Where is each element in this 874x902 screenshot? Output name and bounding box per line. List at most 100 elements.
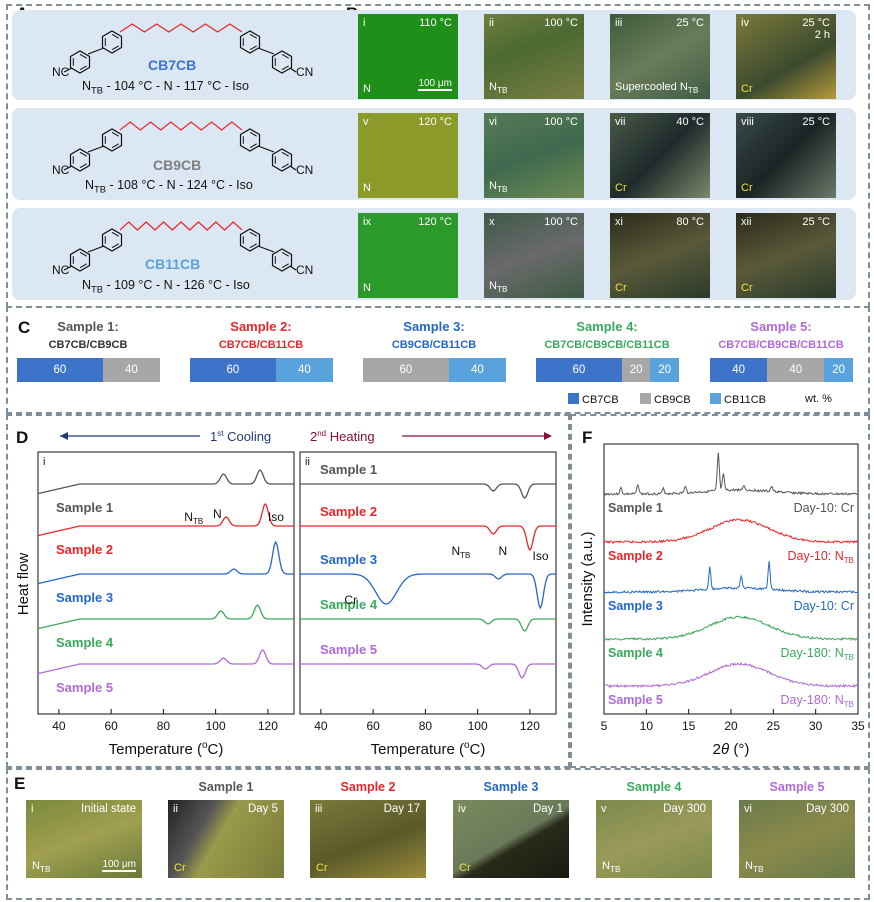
cyano-label: CN [296, 163, 313, 177]
micrograph-day: Day 5 [247, 803, 278, 815]
micrograph-index: i [363, 17, 366, 29]
micrograph-temp: 100 °C [544, 116, 578, 128]
series-label: Sample 1 [56, 500, 113, 515]
micrograph-phase: Cr [741, 182, 753, 194]
series-label: Sample 2 [320, 504, 377, 519]
x-tick-label: 60 [104, 719, 118, 733]
micrograph-phase: Cr [741, 83, 753, 95]
composition-segment-cb9cb: 20 [621, 358, 651, 382]
annot-ntb: NTB [184, 510, 203, 526]
aging-sample-title: Sample 5 [769, 780, 825, 794]
mol-name-cb11cb: CB11CB [145, 256, 201, 272]
micrograph-phase: Cr [316, 862, 328, 874]
heating-arrow [402, 432, 552, 440]
micrograph-day: Day 300 [806, 803, 849, 815]
micrograph-temp: 120 °C [418, 116, 452, 128]
micrograph-phase: NTB [32, 859, 51, 874]
sample-composition: CB9CB/CB11CB [391, 339, 477, 351]
aging-micrograph-iii: iii Day 17 Cr [310, 800, 426, 878]
micrograph-phase: NTB [489, 80, 508, 95]
ring-double-bond [281, 53, 289, 59]
micrograph-index: vi [489, 116, 497, 128]
bond [87, 145, 105, 153]
ring-double-bond [79, 65, 87, 71]
sample-composition: CB7CB/CB11CB [218, 339, 304, 351]
micrograph-phase: N [363, 83, 371, 95]
x-tick-label: 60 [366, 719, 380, 733]
dsc-trace-4 [300, 618, 556, 632]
micrograph-index: xi [615, 216, 623, 228]
micrograph-temp: 100 °C [544, 17, 578, 29]
bond [63, 265, 73, 271]
benzene-ring [101, 228, 123, 252]
micrograph-index: v [363, 116, 369, 128]
aging-sample-title: Sample 4 [626, 780, 682, 794]
series-label: Sample 3 [56, 590, 113, 605]
micrograph-phase: Cr [741, 282, 753, 294]
aging-micrograph-iv: iv Day 1 Cr [453, 800, 569, 878]
x-tick-label: 40 [314, 719, 328, 733]
series-label: Sample 2 [608, 549, 663, 563]
x-tick-label: 20 [724, 719, 738, 733]
x-tick-label: 25 [767, 719, 781, 733]
cyano-label: NC [52, 163, 70, 177]
micrograph-iv: iv 25 °C 2 h Cr [736, 14, 836, 99]
x-axis-label: Temperature (oC) [109, 740, 224, 758]
ring-double-bond [111, 45, 119, 51]
panel-c-frame [6, 306, 870, 414]
series-label: Sample 1 [608, 501, 663, 515]
composition-segment-cb7cb: 60 [190, 358, 276, 382]
mol-name-cb7cb: CB7CB [148, 57, 197, 73]
composition-bar: 60 40 [17, 358, 160, 382]
micrograph-temp: 110 °C [419, 17, 452, 29]
annot-ntb: NTB [452, 544, 471, 560]
micrograph-phase: NTB [489, 179, 508, 194]
micrograph-xii: xii 25 °C Cr [736, 213, 836, 298]
micrograph-phase: Cr [615, 282, 627, 294]
micrograph-phase: Cr [615, 182, 627, 194]
ring-double-bond [249, 231, 257, 237]
alkyl-spacer [119, 23, 243, 33]
ring-double-bond [111, 33, 119, 39]
bond [87, 47, 105, 55]
micrograph-index: vi [744, 803, 752, 815]
micrograph-phase: Cr [459, 862, 471, 874]
series-note: Day-10: Cr [794, 599, 854, 613]
micrograph-ix: ix 120 °C N [358, 213, 458, 298]
micrograph-index: v [601, 803, 607, 815]
panel-f-frame [570, 414, 870, 768]
micrograph-index: iv [741, 17, 749, 29]
x-tick-label: 100 [206, 719, 226, 733]
bond [87, 245, 105, 253]
bond [289, 265, 297, 271]
series-note: Day-180: NTB [781, 693, 854, 709]
xrd-trace-2 [603, 518, 858, 545]
sample-composition: CB7CB/CB9CB/CB11CB [718, 339, 844, 351]
series-label: Sample 2 [56, 542, 113, 557]
composition-bar: 60 20 20 [536, 358, 679, 382]
bond [257, 145, 275, 153]
cyano-label: CN [296, 65, 313, 79]
x-tick-label: 5 [601, 719, 608, 733]
plot-frame [603, 443, 859, 715]
aging-micrograph-vi: vi Day 300 NTB [739, 800, 855, 878]
panel-label-f: F [582, 428, 593, 447]
micrograph-temp: 100 °C [544, 216, 578, 228]
micrograph-index: viii [741, 116, 754, 128]
aging-micrograph-v: v Day 300 NTB [596, 800, 712, 878]
panel-e-frame [6, 768, 870, 900]
micrograph-day: Day 1 [532, 803, 563, 815]
dsc-trace-2 [37, 502, 294, 537]
x-tick-label: 35 [851, 719, 865, 733]
bond [63, 67, 73, 73]
series-note: Day-10: Cr [794, 501, 854, 515]
composition-bar: 40 40 20 [710, 358, 853, 382]
micrograph-phase: Supercooled NTB [615, 80, 699, 95]
cyano-label: NC [52, 65, 70, 79]
ring-double-bond [281, 65, 289, 71]
micrograph-viii: viii 25 °C Cr [736, 113, 836, 198]
ring-double-bond [111, 131, 119, 137]
molecule-structures: NC CN NC CN NC CN [52, 23, 313, 277]
cooling-arrow [60, 432, 200, 440]
composition-segment-cb9cb: 40 [767, 358, 825, 382]
